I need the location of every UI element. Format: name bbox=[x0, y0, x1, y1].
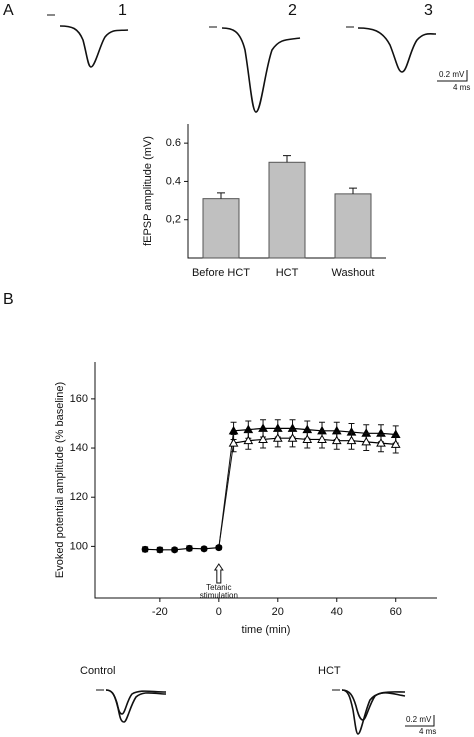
scale-bar bbox=[405, 715, 435, 727]
connector bbox=[218, 443, 235, 548]
marker bbox=[346, 435, 357, 445]
annotation: stimulation bbox=[200, 591, 238, 600]
marker bbox=[361, 436, 372, 446]
marker bbox=[331, 435, 342, 445]
trace-label: 3 bbox=[424, 2, 433, 19]
x-tick-label: 60 bbox=[390, 606, 402, 618]
trace bbox=[357, 27, 437, 73]
x-tick-label: 20 bbox=[272, 606, 284, 618]
marker bbox=[215, 544, 223, 552]
scale-bar bbox=[437, 70, 468, 82]
marker bbox=[302, 434, 313, 443]
marker bbox=[258, 434, 268, 443]
annotation: Tetanic bbox=[206, 583, 231, 592]
arrow bbox=[213, 563, 224, 584]
x-tick-label: 0 bbox=[216, 606, 222, 618]
marker bbox=[185, 544, 193, 552]
y-tick-label: 140 bbox=[70, 442, 88, 454]
x-axis-label: time (min) bbox=[242, 624, 291, 636]
trace bbox=[221, 27, 301, 113]
x-tick-label: HCT bbox=[276, 267, 299, 279]
trace bbox=[59, 25, 129, 68]
bar bbox=[202, 198, 240, 259]
panel-label: B bbox=[3, 291, 14, 308]
error-bar bbox=[217, 192, 225, 199]
bar bbox=[334, 193, 372, 259]
x-tick-label: 40 bbox=[331, 606, 343, 618]
scale-label: 0.2 mV bbox=[439, 70, 465, 79]
marker bbox=[156, 546, 164, 554]
marker bbox=[200, 545, 208, 553]
y-tick-label: 160 bbox=[70, 393, 88, 405]
trace bbox=[341, 689, 406, 735]
panel-label: A bbox=[3, 2, 14, 19]
y-axis-label: fEPSP amplitude (mV) bbox=[142, 136, 154, 246]
trace-label: 1 bbox=[118, 2, 127, 19]
scale-label: 4 ms bbox=[453, 83, 470, 92]
trace bbox=[105, 689, 167, 723]
marker bbox=[171, 546, 179, 554]
x-tick-label: -20 bbox=[152, 606, 168, 618]
trace bbox=[341, 689, 406, 721]
axis bbox=[94, 362, 437, 599]
y-tick-label: 0.6 bbox=[166, 137, 181, 149]
axis bbox=[187, 124, 386, 259]
scale-label: 0.2 mV bbox=[406, 715, 432, 724]
error-bar bbox=[283, 155, 291, 163]
x-tick-label: Washout bbox=[331, 267, 374, 279]
y-tick-label: 120 bbox=[70, 491, 88, 503]
y-tick-label: 100 bbox=[70, 540, 88, 552]
series-line bbox=[145, 547, 219, 551]
marker bbox=[272, 433, 283, 442]
trace-label: 2 bbox=[288, 2, 297, 19]
series-line bbox=[233, 437, 396, 445]
y-tick-label: 0.4 bbox=[166, 175, 181, 187]
scale-label: 4 ms bbox=[419, 727, 436, 736]
marker bbox=[141, 545, 149, 553]
y-axis-label: Evoked potential amplitude (% baseline) bbox=[54, 382, 66, 578]
y-tick-label: 0,2 bbox=[166, 214, 181, 226]
trace-label: Control bbox=[80, 665, 115, 677]
trace-label: HCT bbox=[318, 665, 341, 677]
series-line bbox=[233, 427, 396, 436]
bar bbox=[268, 161, 306, 259]
x-tick-label: Before HCT bbox=[192, 267, 250, 279]
marker bbox=[317, 434, 327, 443]
marker bbox=[243, 435, 254, 445]
error-bar bbox=[349, 187, 357, 194]
marker bbox=[390, 439, 401, 448]
marker bbox=[228, 425, 239, 435]
marker bbox=[228, 438, 239, 447]
marker bbox=[376, 438, 386, 447]
marker bbox=[287, 433, 298, 442]
